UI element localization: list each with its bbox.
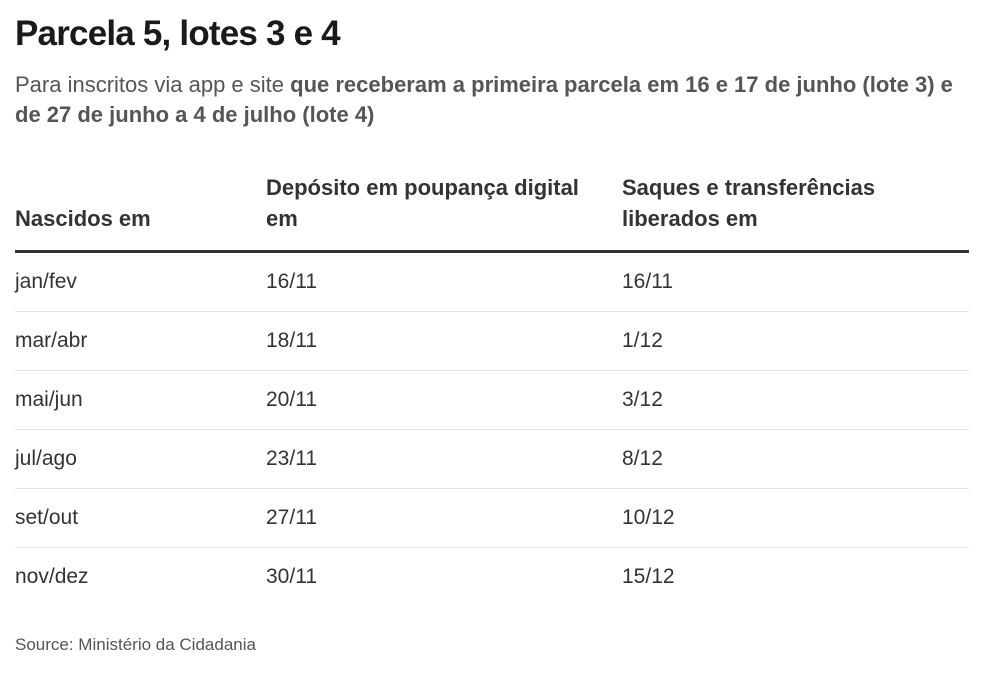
cell-born-in: mai/jun (15, 388, 83, 411)
table-body: jan/fev 16/11 16/11 mar/abr 18/11 1/12 m… (15, 253, 969, 606)
cell-withdrawal-date: 8/12 (622, 447, 663, 470)
header-deposit-date: Depósito em poupança digital em (266, 175, 579, 231)
cell-born-in: mar/abr (15, 329, 88, 352)
subtitle: Para inscritos via app e site que recebe… (15, 70, 970, 130)
cell-deposit-date: 30/11 (266, 565, 317, 588)
table-row: mai/jun 20/11 3/12 (15, 371, 969, 430)
table-row: jul/ago 23/11 8/12 (15, 430, 969, 489)
cell-born-in: nov/dez (15, 565, 89, 588)
cell-born-in: set/out (15, 506, 79, 529)
source-note: Source: Ministério da Cidadania (15, 635, 256, 654)
cell-withdrawal-date: 15/12 (622, 565, 675, 588)
table-row: set/out 27/11 10/12 (15, 489, 969, 548)
cell-withdrawal-date: 1/12 (622, 329, 663, 352)
header-withdrawal-date: Saques e transferências liberados em (622, 175, 876, 231)
cell-withdrawal-date: 16/11 (622, 270, 673, 293)
table-row: jan/fev 16/11 16/11 (15, 253, 969, 312)
cell-deposit-date: 20/11 (266, 388, 317, 411)
cell-born-in: jul/ago (15, 447, 77, 470)
header-born-in: Nascidos em (15, 206, 151, 231)
cell-withdrawal-date: 3/12 (622, 388, 663, 411)
cell-deposit-date: 27/11 (266, 506, 317, 529)
cell-deposit-date: 23/11 (266, 447, 317, 470)
cell-withdrawal-date: 10/12 (622, 506, 675, 529)
cell-deposit-date: 16/11 (266, 270, 317, 293)
cell-born-in: jan/fev (15, 270, 77, 293)
table-row: nov/dez 30/11 15/12 (15, 548, 969, 606)
page-title: Parcela 5, lotes 3 e 4 (15, 14, 341, 53)
cell-deposit-date: 18/11 (266, 329, 317, 352)
subtitle-highlight: que receberam a primeira parcela em 16 e… (15, 72, 953, 127)
subtitle-lead: Para inscritos via app e site (15, 72, 291, 97)
table-row: mar/abr 18/11 1/12 (15, 312, 969, 371)
schedule-table: Nascidos em Depósito em poupança digital… (15, 170, 969, 606)
table-header: Nascidos em Depósito em poupança digital… (15, 170, 969, 253)
